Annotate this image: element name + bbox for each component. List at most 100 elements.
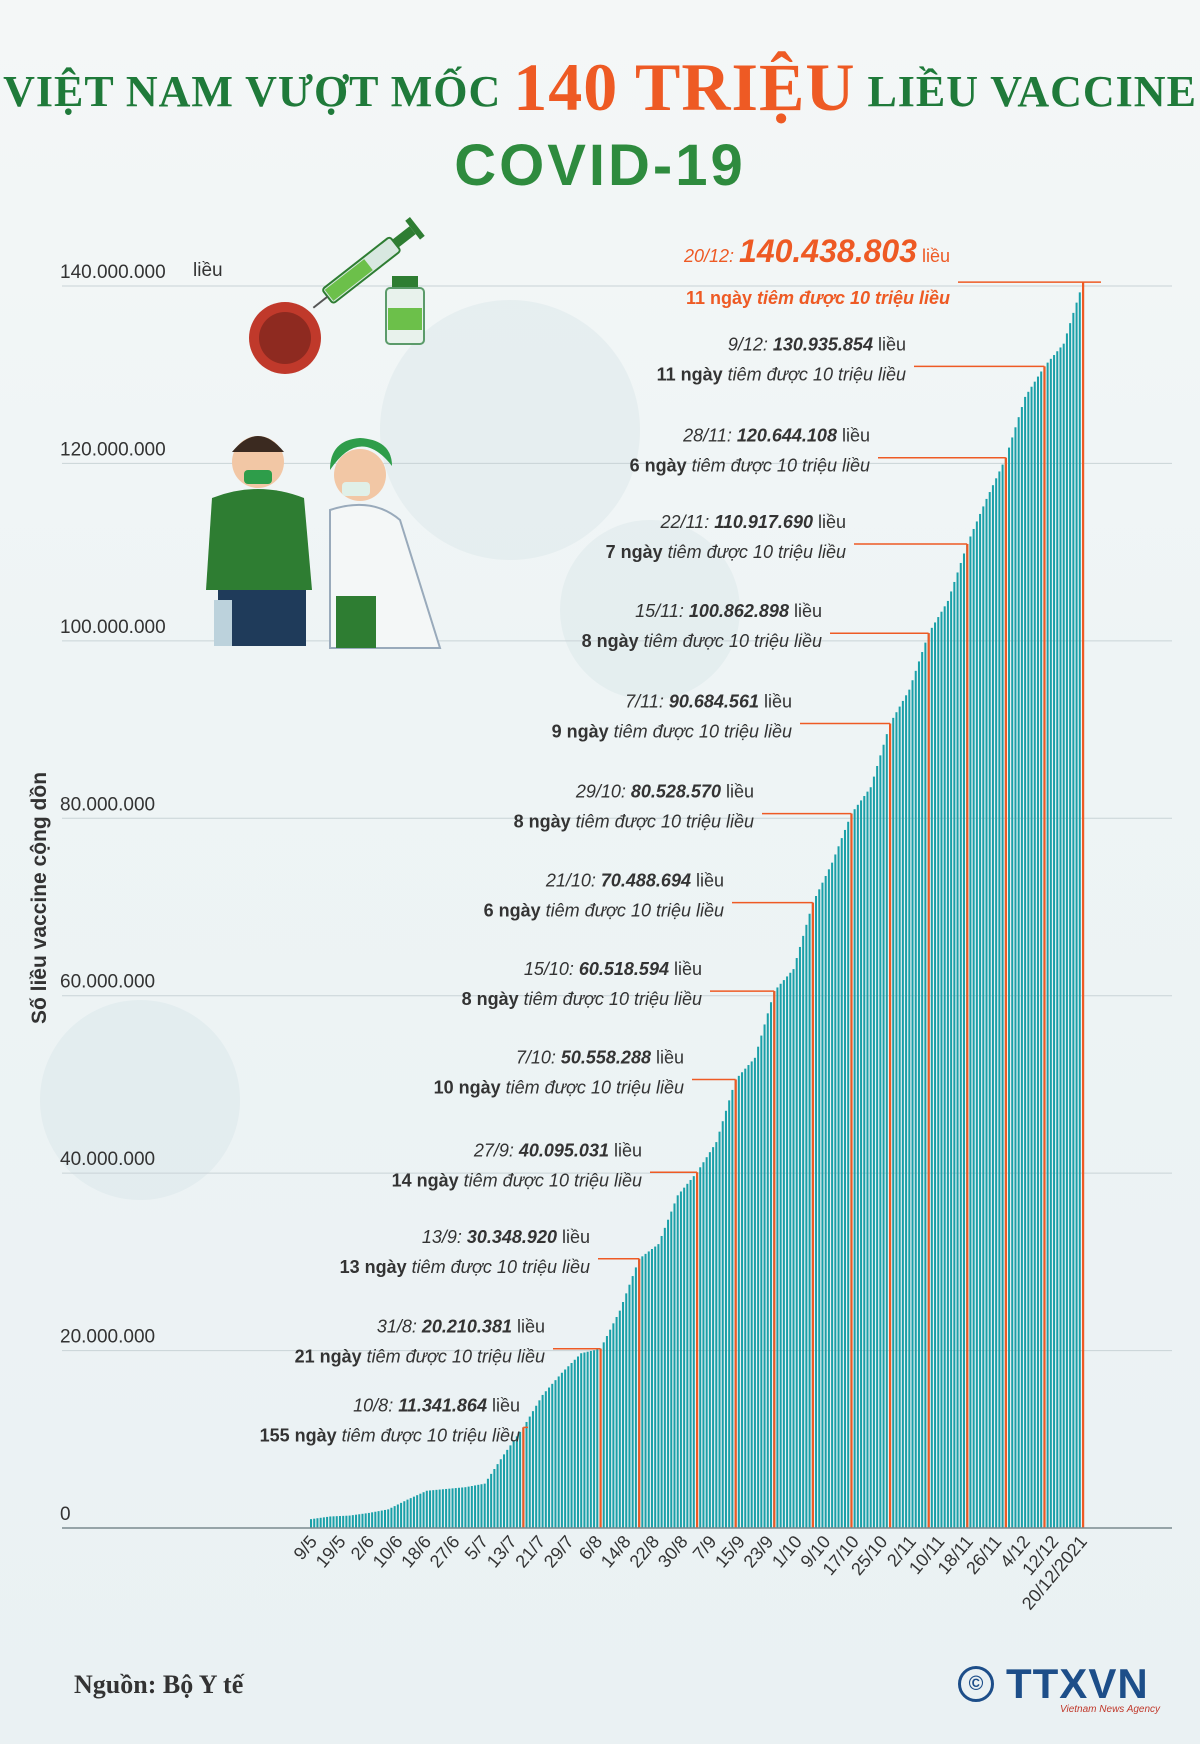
bar: [593, 1350, 596, 1528]
bar: [834, 854, 837, 1528]
annotation-note: 9 ngày tiêm được 10 triệu liều: [552, 721, 792, 741]
annotation-note-text: tiêm được 10 triệu liều: [723, 364, 906, 384]
bar: [438, 1489, 441, 1528]
x-tick-label: 10/6: [369, 1532, 407, 1572]
bar: [483, 1483, 486, 1528]
bar: [866, 791, 869, 1528]
bar-highlight: [889, 723, 892, 1528]
bar: [564, 1369, 567, 1528]
bar: [943, 606, 946, 1528]
annotation-days: 155 ngày: [260, 1425, 337, 1445]
y-tick-label: 0: [60, 1504, 71, 1525]
bar: [499, 1459, 502, 1528]
bar: [847, 821, 850, 1528]
bar: [425, 1490, 428, 1528]
bar: [451, 1488, 454, 1528]
bar: [528, 1416, 531, 1528]
bar: [535, 1405, 538, 1528]
annotation-note: 14 ngày tiêm được 10 triệu liều: [392, 1170, 642, 1190]
bar: [374, 1511, 377, 1528]
x-tick-label: 27/6: [426, 1532, 464, 1572]
bar: [792, 969, 795, 1528]
bar: [538, 1400, 541, 1528]
source-note: Nguồn: Bộ Y tế: [74, 1670, 244, 1699]
vaccine-vial-icon: [385, 276, 425, 345]
bar: [708, 1152, 711, 1528]
bar: [769, 1002, 772, 1528]
bar: [837, 846, 840, 1528]
bar: [815, 895, 818, 1528]
bar: [731, 1089, 734, 1528]
logo-subtext: Vietnam News Agency: [1060, 1704, 1161, 1715]
annotation-note-text: tiêm được 10 triệu liều: [687, 456, 870, 476]
x-tick-label: 23/9: [740, 1532, 778, 1572]
annotation-value: 21/10: 70.488.694 liều: [545, 871, 724, 891]
annotation-unit: liều: [813, 512, 846, 532]
y-tick-label: 60.000.000: [60, 972, 155, 993]
title-suffix: LIỀU VACCINE: [867, 67, 1197, 116]
bar: [908, 689, 911, 1528]
bar: [519, 1431, 522, 1528]
annotation-unit: liều: [512, 1317, 545, 1337]
bar: [351, 1515, 354, 1528]
bar: [699, 1167, 702, 1528]
bar: [744, 1068, 747, 1528]
bar-highlight: [773, 991, 776, 1528]
bar: [367, 1512, 370, 1528]
y-tick-label: 120.000.000: [60, 439, 166, 460]
annotation-unit: liều: [873, 334, 906, 354]
annotation-days: 21 ngày: [295, 1347, 362, 1367]
bar: [1046, 362, 1049, 1529]
bar: [583, 1352, 586, 1528]
background-virus-shape: [560, 520, 740, 700]
bar: [1017, 417, 1020, 1528]
bar: [490, 1473, 493, 1528]
annotation-note-text: tiêm được 10 triệu liều: [639, 631, 822, 651]
bar: [660, 1235, 663, 1528]
bar: [879, 755, 882, 1528]
bar: [876, 765, 879, 1528]
bar: [1001, 464, 1004, 1528]
bar: [985, 498, 988, 1528]
bar: [310, 1519, 313, 1528]
bar: [827, 869, 830, 1528]
annotation-value: 7/10: 50.558.288 liều: [516, 1047, 684, 1067]
bar: [406, 1499, 409, 1528]
x-tick-label: 18/6: [397, 1532, 435, 1572]
annotation-number: 70.488.694: [601, 871, 691, 891]
bar: [358, 1514, 361, 1528]
bar: [856, 804, 859, 1528]
bar: [895, 712, 898, 1528]
bar-highlight: [696, 1172, 699, 1528]
bar: [802, 935, 805, 1528]
syringe-icon: [312, 217, 425, 309]
annotation-value: 20/12: 140.438.803 liều: [683, 233, 950, 269]
bar-highlight: [734, 1079, 737, 1528]
annotation-note-text: tiêm được 10 triệu liều: [752, 288, 950, 308]
bar-chart: 10/8: 11.341.864 liều 155 ngày tiêm được …: [60, 217, 1172, 1614]
bar: [747, 1065, 750, 1528]
bar: [779, 983, 782, 1528]
annotation-value: 27/9: 40.095.031 liều: [473, 1140, 642, 1160]
annotation-unit: liều: [487, 1395, 520, 1415]
annotation-date: 20/12:: [683, 246, 739, 266]
annotation-note: 6 ngày tiêm được 10 triệu liều: [630, 456, 870, 476]
bar: [724, 1110, 727, 1528]
bar: [634, 1267, 637, 1528]
bar: [506, 1449, 509, 1528]
bar: [715, 1142, 718, 1528]
bar: [409, 1498, 412, 1528]
annotation-note-text: tiêm được 10 triệu liều: [609, 721, 792, 741]
annotation-note: 155 ngày tiêm được 10 triệu liều: [260, 1425, 520, 1445]
bar: [930, 627, 933, 1528]
bar: [1062, 343, 1065, 1528]
annotation-number: 11.341.864: [398, 1395, 487, 1415]
bar: [644, 1253, 647, 1528]
bar: [544, 1391, 547, 1528]
bar: [921, 652, 924, 1528]
annotation-note-text: tiêm được 10 triệu liều: [362, 1347, 545, 1367]
bar: [313, 1518, 316, 1528]
bar: [741, 1072, 744, 1528]
bar: [689, 1179, 692, 1528]
bar: [673, 1203, 676, 1528]
